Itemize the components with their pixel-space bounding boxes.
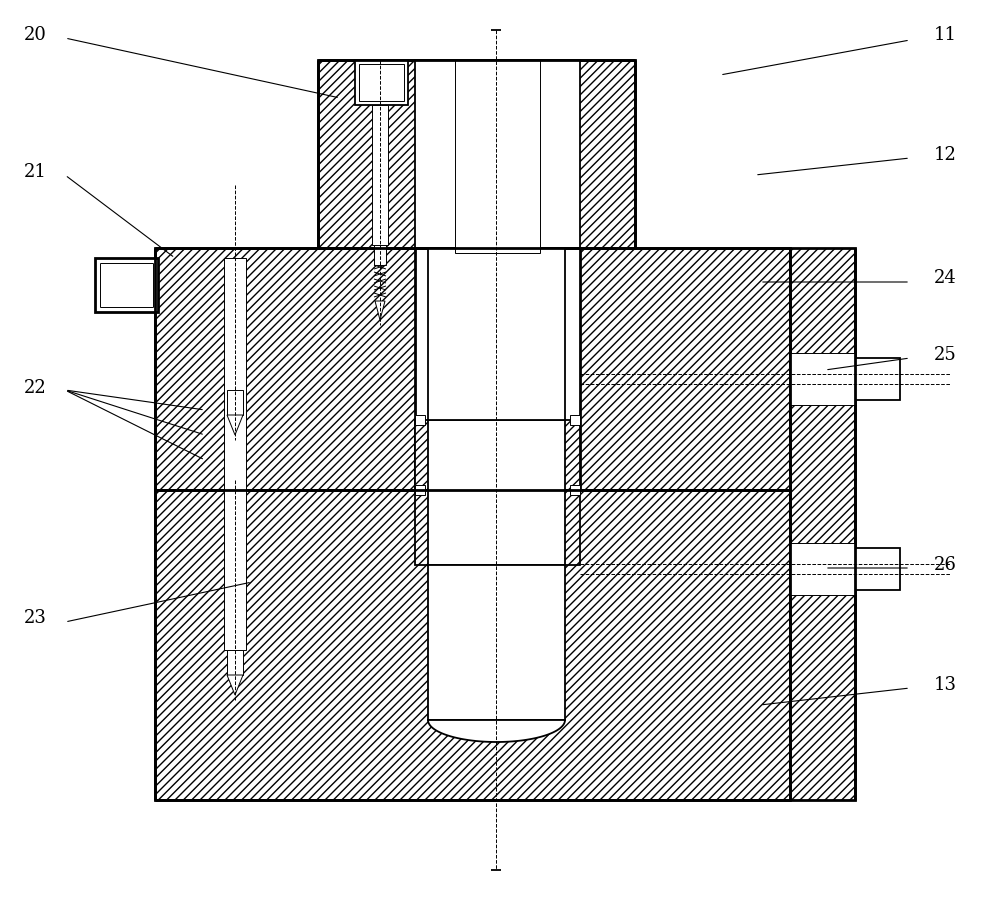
Bar — [415, 420, 580, 490]
Polygon shape — [227, 675, 243, 695]
Text: 13: 13 — [934, 676, 956, 694]
Text: 12: 12 — [934, 146, 956, 164]
Bar — [415, 60, 580, 248]
Bar — [790, 248, 855, 800]
Bar — [355, 60, 408, 105]
Bar — [428, 248, 565, 420]
Bar — [95, 258, 158, 312]
Bar — [855, 358, 900, 400]
Text: 26: 26 — [934, 556, 956, 574]
Bar — [570, 415, 580, 425]
Polygon shape — [428, 720, 565, 742]
Bar — [428, 565, 565, 720]
Text: 24: 24 — [934, 269, 956, 287]
Bar — [790, 543, 855, 595]
Bar — [415, 485, 425, 495]
Bar — [359, 64, 404, 101]
Bar — [227, 650, 243, 675]
Text: 20: 20 — [24, 26, 46, 44]
Bar — [415, 248, 580, 490]
Bar — [374, 245, 386, 265]
Text: 22: 22 — [24, 379, 46, 397]
Text: 11: 11 — [934, 26, 956, 44]
Bar — [415, 490, 580, 565]
Polygon shape — [375, 301, 385, 320]
Bar — [372, 105, 388, 245]
Bar — [224, 490, 246, 650]
Bar — [155, 248, 790, 490]
Bar — [318, 60, 635, 248]
Polygon shape — [227, 415, 243, 435]
Bar — [570, 485, 580, 495]
Bar — [415, 415, 425, 425]
Bar — [855, 548, 900, 590]
Bar — [155, 490, 790, 800]
Bar — [455, 60, 540, 253]
Text: 23: 23 — [24, 609, 46, 627]
Bar — [227, 390, 243, 415]
Bar — [428, 420, 565, 565]
Text: 21: 21 — [24, 163, 46, 181]
Bar — [224, 258, 246, 578]
Bar — [790, 353, 855, 405]
Text: 25: 25 — [934, 346, 956, 364]
